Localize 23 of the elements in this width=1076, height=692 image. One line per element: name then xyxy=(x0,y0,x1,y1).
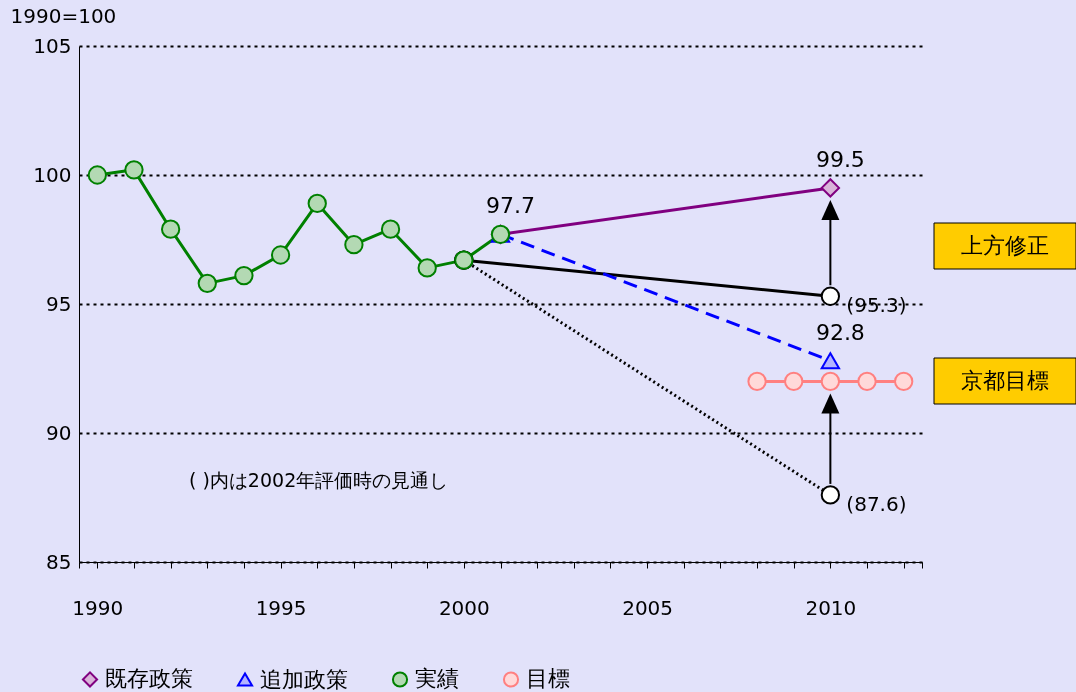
x-tick-label: 2010 xyxy=(805,595,857,620)
data-label: (95.3) xyxy=(846,293,907,318)
x-tick-label: 1990 xyxy=(72,595,124,620)
y-tick-label: 85 xyxy=(46,549,72,574)
y-axis-title: 1990=100 xyxy=(10,3,117,28)
x-tick-label: 1995 xyxy=(255,595,307,620)
x-tick-label: 2005 xyxy=(622,595,674,620)
y-tick-label: 100 xyxy=(33,162,72,187)
legend-label: 既存政策 xyxy=(105,666,193,692)
legend-label: 追加政策 xyxy=(260,666,348,692)
data-label: 97.7 xyxy=(486,193,535,219)
text: 京都目標 xyxy=(961,368,1049,393)
y-tick-label: 95 xyxy=(46,291,72,316)
y-tick-label: 90 xyxy=(46,420,72,445)
legend-label: 実績 xyxy=(415,666,459,692)
data-label: 99.5 xyxy=(815,146,865,172)
text: 上方修正 xyxy=(961,233,1049,258)
x-tick-label: 2000 xyxy=(438,595,490,620)
y-tick-label: 105 xyxy=(33,33,72,58)
annotation: ( )内は2002年評価時の見通し xyxy=(189,469,449,491)
data-label: (87.6) xyxy=(846,491,907,516)
data-label: 92.8 xyxy=(815,319,865,345)
legend-label: 目標 xyxy=(526,666,570,692)
